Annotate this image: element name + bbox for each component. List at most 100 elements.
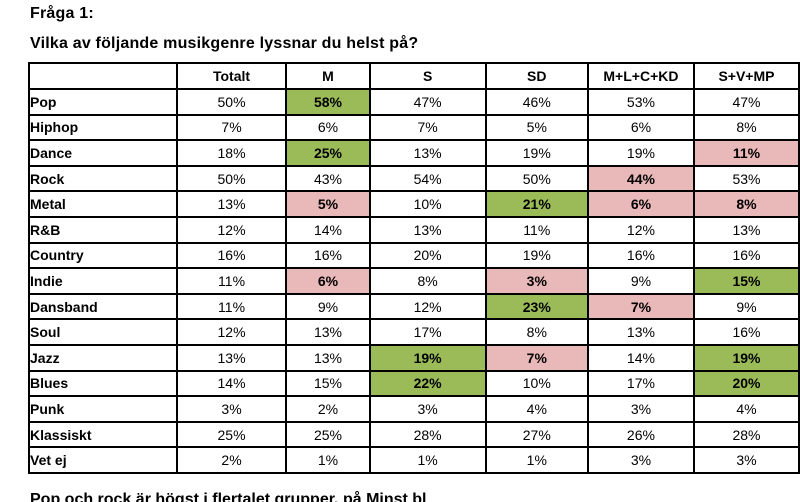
genre-label: Indie: [28, 267, 178, 295]
value-cell: 43%: [285, 164, 371, 193]
highlighted-value-cell: 3%: [484, 267, 589, 295]
value-cell: 13%: [586, 318, 695, 346]
value-cell: 50%: [175, 164, 288, 193]
column-header: M: [285, 62, 371, 90]
value-cell: 14%: [586, 343, 695, 372]
column-header: Totalt: [175, 62, 288, 90]
table-row: Metal 13% 5% 10% 21% 6% 8%: [28, 190, 800, 218]
value-cell: 13%: [368, 139, 487, 167]
value-cell: 6%: [285, 113, 371, 142]
genre-column-header: [28, 62, 178, 90]
value-cell: 4%: [484, 395, 589, 423]
value-cell: 12%: [175, 318, 288, 346]
highlighted-value-cell: 15%: [692, 267, 800, 295]
highlighted-value-cell: 58%: [285, 88, 371, 116]
question-text: Vilka av följande musikgenre lyssnar du …: [30, 35, 419, 52]
highlighted-value-cell: 44%: [586, 164, 695, 193]
value-cell: 16%: [285, 241, 371, 270]
value-cell: 47%: [368, 88, 487, 116]
genre-label: Jazz: [28, 343, 178, 372]
value-cell: 46%: [484, 88, 589, 116]
question-number: Fråga 1:: [30, 5, 94, 22]
value-cell: 7%: [175, 113, 288, 142]
highlighted-value-cell: 6%: [586, 190, 695, 218]
genre-label: Dansband: [28, 292, 178, 321]
value-cell: 13%: [692, 215, 800, 244]
value-cell: 16%: [175, 241, 288, 270]
value-cell: 13%: [285, 343, 371, 372]
highlighted-value-cell: 6%: [285, 267, 371, 295]
value-cell: 11%: [175, 292, 288, 321]
value-cell: 13%: [175, 343, 288, 372]
table-row: Punk 3% 2% 3% 4% 3% 4%: [28, 395, 800, 423]
clipped-paragraph: Pop och rock är högst i flertalet gruppe…: [30, 491, 427, 502]
genre-label: Pop: [28, 88, 178, 116]
value-cell: 6%: [586, 113, 695, 142]
value-cell: 19%: [586, 139, 695, 167]
value-cell: 9%: [692, 292, 800, 321]
value-cell: 15%: [285, 369, 371, 398]
value-cell: 16%: [692, 318, 800, 346]
table-row: Dance 18% 25% 13% 19% 19% 11%: [28, 139, 800, 167]
header-row: Totalt M S SD M+L+C+KD S+V+MP: [28, 62, 800, 90]
table-row: Pop 50% 58% 47% 46% 53% 47%: [28, 88, 800, 116]
genre-label: R&B: [28, 215, 178, 244]
results-table: Totalt M S SD M+L+C+KD S+V+MP Pop 50% 58% 47% 46%…: [28, 62, 800, 474]
table-row: Vet ej 2% 1% 1% 1% 3% 3%: [28, 446, 800, 474]
value-cell: 19%: [484, 139, 589, 167]
value-cell: 28%: [368, 420, 487, 449]
value-cell: 50%: [484, 164, 589, 193]
column-header: SD: [484, 62, 589, 90]
value-cell: 9%: [586, 267, 695, 295]
value-cell: 10%: [368, 190, 487, 218]
highlighted-value-cell: 19%: [692, 343, 800, 372]
value-cell: 18%: [175, 139, 288, 167]
genre-label: Klassiskt: [28, 420, 178, 449]
value-cell: 2%: [175, 446, 288, 474]
value-cell: 2%: [285, 395, 371, 423]
value-cell: 54%: [368, 164, 487, 193]
value-cell: 14%: [175, 369, 288, 398]
value-cell: 50%: [175, 88, 288, 116]
highlighted-value-cell: 22%: [368, 369, 487, 398]
value-cell: 8%: [692, 113, 800, 142]
value-cell: 3%: [586, 446, 695, 474]
value-cell: 25%: [175, 420, 288, 449]
value-cell: 17%: [586, 369, 695, 398]
table-row: Hiphop 7% 6% 7% 5% 6% 8%: [28, 113, 800, 142]
value-cell: 8%: [368, 267, 487, 295]
highlighted-value-cell: 19%: [368, 343, 487, 372]
value-cell: 7%: [368, 113, 487, 142]
value-cell: 9%: [285, 292, 371, 321]
value-cell: 1%: [368, 446, 487, 474]
value-cell: 12%: [586, 215, 695, 244]
value-cell: 20%: [368, 241, 487, 270]
highlighted-value-cell: 7%: [484, 343, 589, 372]
value-cell: 53%: [692, 164, 800, 193]
value-cell: 16%: [586, 241, 695, 270]
value-cell: 8%: [484, 318, 589, 346]
table-row: Country 16% 16% 20% 19% 16% 16%: [28, 241, 800, 270]
value-cell: 53%: [586, 88, 695, 116]
value-cell: 12%: [175, 215, 288, 244]
value-cell: 4%: [692, 395, 800, 423]
genre-label: Vet ej: [28, 446, 178, 474]
value-cell: 11%: [175, 267, 288, 295]
value-cell: 12%: [368, 292, 487, 321]
genre-label: Dance: [28, 139, 178, 167]
highlighted-value-cell: 11%: [692, 139, 800, 167]
table-row: Soul 12% 13% 17% 8% 13% 16%: [28, 318, 800, 346]
value-cell: 10%: [484, 369, 589, 398]
table-row: Indie 11% 6% 8% 3% 9% 15%: [28, 267, 800, 295]
highlighted-value-cell: 25%: [285, 139, 371, 167]
column-header: S+V+MP: [692, 62, 800, 90]
value-cell: 13%: [368, 215, 487, 244]
table-row: R&B 12% 14% 13% 11% 12% 13%: [28, 215, 800, 244]
value-cell: 3%: [692, 446, 800, 474]
column-header: S: [368, 62, 487, 90]
value-cell: 16%: [692, 241, 800, 270]
value-cell: 17%: [368, 318, 487, 346]
table-row: Dansband 11% 9% 12% 23% 7% 9%: [28, 292, 800, 321]
genre-label: Rock: [28, 164, 178, 193]
highlighted-value-cell: 20%: [692, 369, 800, 398]
